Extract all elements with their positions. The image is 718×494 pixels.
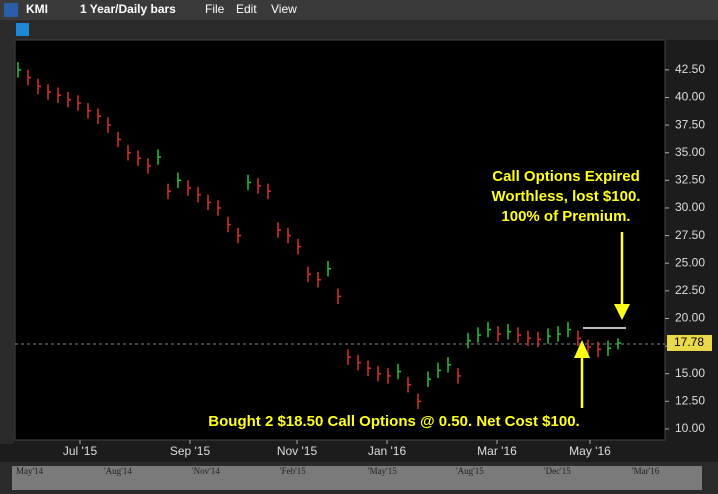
last-price-tag bbox=[667, 334, 712, 351]
tool-icon[interactable] bbox=[16, 23, 29, 36]
navigator-label: 'Aug'15 bbox=[456, 466, 484, 476]
y-tick-label: 22.50 bbox=[675, 283, 705, 297]
navigator-label: May'14 bbox=[16, 466, 44, 476]
menu[interactable]: File bbox=[205, 2, 225, 16]
annotation: Call Options Expired bbox=[492, 168, 640, 185]
menu[interactable]: Edit bbox=[236, 2, 257, 16]
y-tick-label: 15.00 bbox=[675, 366, 705, 380]
x-tick-label: Sep '15 bbox=[170, 444, 211, 458]
arrow-head bbox=[574, 340, 590, 358]
navigator-track bbox=[12, 466, 702, 490]
annotation: Worthless, lost $100. bbox=[492, 188, 641, 205]
annotation: 100% of Premium. bbox=[501, 208, 630, 225]
y-tick-label: 30.00 bbox=[675, 200, 705, 214]
title-bar bbox=[0, 0, 718, 20]
navigator-label: 'Nov'14 bbox=[192, 466, 220, 476]
y-tick-label: 32.50 bbox=[675, 173, 705, 187]
symbol[interactable]: KMI bbox=[26, 2, 48, 16]
last-price-label: 17.78 bbox=[674, 335, 704, 349]
navigator-label: 'Aug'14 bbox=[104, 466, 132, 476]
tool-bar bbox=[0, 20, 718, 40]
navigator-label: 'Feb'15 bbox=[280, 466, 306, 476]
x-tick-label: Jan '16 bbox=[368, 444, 407, 458]
x-tick-label: Jul '15 bbox=[63, 444, 98, 458]
x-tick-label: May '16 bbox=[569, 444, 611, 458]
y-tick-label: 42.50 bbox=[675, 62, 705, 76]
y-tick-label: 25.00 bbox=[675, 255, 705, 269]
x-tick-label: Mar '16 bbox=[477, 444, 517, 458]
arrow-head bbox=[614, 304, 630, 320]
y-tick-label: 37.50 bbox=[675, 117, 705, 131]
y-tick-label: 12.50 bbox=[675, 393, 705, 407]
annotation: Bought 2 $18.50 Call Options @ 0.50. Net… bbox=[208, 413, 579, 430]
navigator-label: 'Dec'15 bbox=[544, 466, 571, 476]
y-tick-label: 27.50 bbox=[675, 228, 705, 242]
x-tick-label: Nov '15 bbox=[277, 444, 318, 458]
navigator-label: 'Mar'16 bbox=[632, 466, 660, 476]
period[interactable]: 1 Year/Daily bars bbox=[80, 2, 176, 16]
y-tick-label: 40.00 bbox=[675, 90, 705, 104]
y-tick-label: 10.00 bbox=[675, 421, 705, 435]
y-tick-label: 20.00 bbox=[675, 311, 705, 325]
menu[interactable]: View bbox=[271, 2, 297, 16]
side-bar bbox=[0, 40, 14, 444]
app-icon bbox=[4, 3, 18, 17]
plot-area bbox=[14, 39, 666, 441]
y-tick-label: 35.00 bbox=[675, 145, 705, 159]
navigator-label: 'May'15 bbox=[368, 466, 397, 476]
